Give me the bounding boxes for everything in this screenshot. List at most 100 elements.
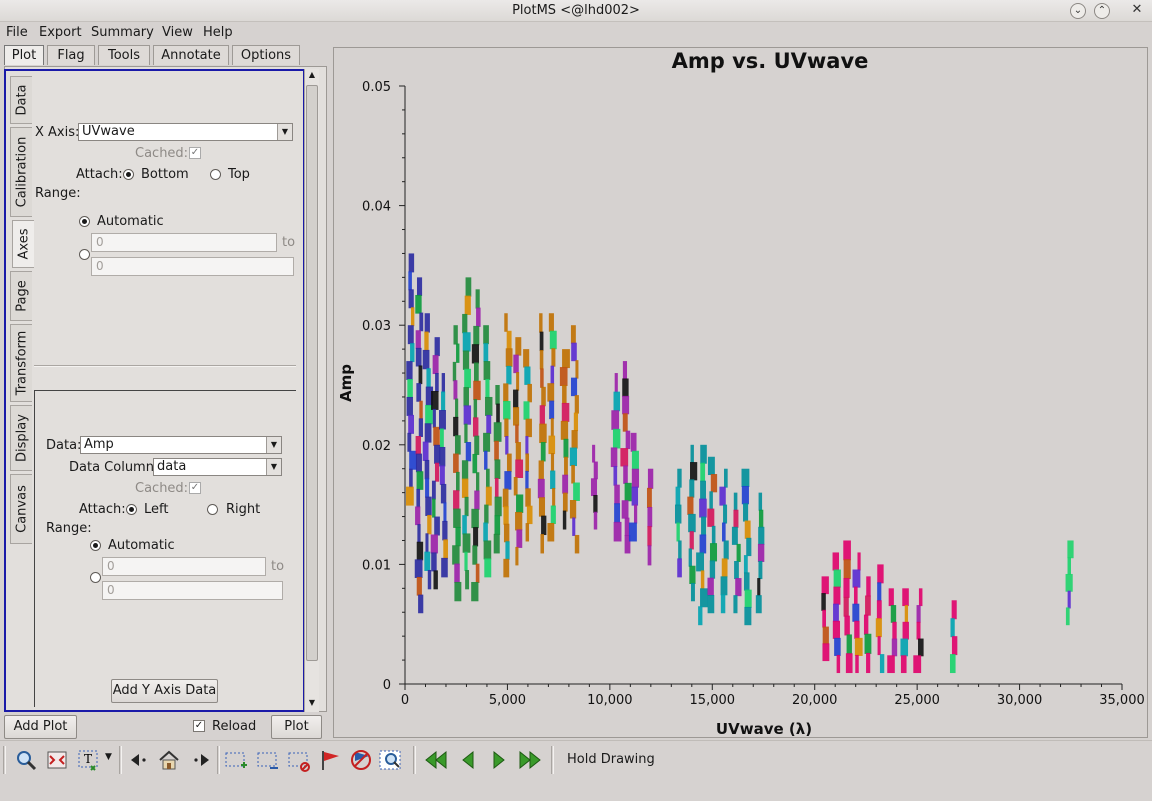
- next-icon[interactable]: [189, 748, 213, 772]
- annotate-text-icon[interactable]: T: [77, 748, 101, 772]
- close-button[interactable]: ✕: [1131, 2, 1143, 17]
- scrollbar-thumb[interactable]: [306, 85, 318, 661]
- y-data-select[interactable]: Amp ▼: [80, 436, 282, 454]
- data-point: [476, 307, 481, 327]
- y-axis-title: Amp: [337, 364, 355, 402]
- data-point: [821, 576, 829, 595]
- data-point: [502, 488, 509, 508]
- minimize-button[interactable]: ⌄: [1070, 3, 1086, 19]
- data-point: [539, 405, 545, 425]
- home-icon[interactable]: [157, 748, 181, 772]
- y-column-select[interactable]: data ▼: [153, 458, 282, 476]
- y-cached-checkbox[interactable]: ✓: [189, 482, 201, 494]
- first-iteration-icon[interactable]: [424, 748, 448, 772]
- tab-data[interactable]: Data: [10, 76, 32, 124]
- data-point: [743, 503, 749, 522]
- y-automatic-radio[interactable]: [90, 540, 101, 551]
- tab-tools[interactable]: Tools: [98, 45, 150, 65]
- data-point: [425, 478, 430, 498]
- data-point: [575, 360, 579, 379]
- panel-scrollbar[interactable]: ▲ ▼: [304, 69, 319, 712]
- data-point: [461, 478, 469, 498]
- data-point: [548, 435, 556, 455]
- x-cached-checkbox[interactable]: ✓: [189, 147, 201, 159]
- data-point: [677, 468, 682, 488]
- y-column-select-value: data: [157, 459, 187, 474]
- data-point: [424, 551, 431, 571]
- tab-annotate[interactable]: Annotate: [153, 45, 229, 65]
- unflag-icon[interactable]: [349, 748, 373, 772]
- data-point: [539, 331, 544, 352]
- tab-flag[interactable]: Flag: [47, 45, 95, 65]
- data-point: [832, 620, 841, 639]
- tab-plot[interactable]: Plot: [4, 45, 44, 65]
- y-attach-right-radio[interactable]: [207, 504, 218, 515]
- x-range-from-field[interactable]: 0: [91, 233, 277, 252]
- y-tick-label: 0.02: [362, 439, 391, 454]
- menu-view[interactable]: View: [162, 25, 193, 40]
- locate-icon[interactable]: [379, 748, 403, 772]
- menu-summary[interactable]: Summary: [91, 25, 154, 40]
- y-range-to-field[interactable]: 0: [102, 581, 283, 600]
- amp-vs-uvwave-chart[interactable]: Amp vs. UVwave UVwave (λ) Amp 00.010.020…: [334, 48, 1147, 737]
- data-point: [834, 637, 841, 656]
- chevron-down-icon[interactable]: ▼: [105, 752, 112, 762]
- data-point: [505, 436, 509, 455]
- data-point: [483, 540, 492, 560]
- hold-drawing-label[interactable]: Hold Drawing: [567, 752, 655, 767]
- data-point: [701, 516, 707, 536]
- data-point: [525, 436, 529, 455]
- tab-display[interactable]: Display: [10, 405, 32, 471]
- x-attach-top-radio[interactable]: [210, 169, 221, 180]
- x-attach-bottom-radio[interactable]: [123, 169, 134, 180]
- zoom-icon[interactable]: [14, 748, 38, 772]
- data-point: [611, 410, 620, 430]
- plot-button[interactable]: Plot: [271, 715, 322, 739]
- tab-transform[interactable]: Transform: [10, 324, 32, 402]
- menu-export[interactable]: Export: [39, 25, 82, 40]
- maximize-button[interactable]: ⌃: [1094, 3, 1110, 19]
- clear-regions-icon[interactable]: [287, 748, 311, 772]
- previous-icon[interactable]: [127, 748, 151, 772]
- x-manual-radio[interactable]: [79, 249, 90, 260]
- menu-help[interactable]: Help: [203, 25, 233, 40]
- x-automatic-radio[interactable]: [79, 216, 90, 227]
- reload-checkbox[interactable]: ✓: [193, 720, 205, 732]
- data-point: [483, 522, 488, 542]
- menu-file[interactable]: File: [6, 25, 28, 40]
- y-manual-radio[interactable]: [90, 572, 101, 583]
- data-point: [525, 523, 530, 542]
- last-iteration-icon[interactable]: [518, 748, 542, 772]
- data-point: [513, 389, 519, 409]
- data-point: [950, 618, 955, 638]
- next-iteration-icon[interactable]: [487, 748, 511, 772]
- data-point: [631, 486, 639, 506]
- data-point: [494, 515, 501, 535]
- add-plot-button[interactable]: Add Plot: [4, 715, 77, 739]
- subtract-region-icon[interactable]: [256, 748, 280, 772]
- data-point: [951, 636, 958, 656]
- tab-options[interactable]: Options: [232, 45, 300, 65]
- x-range-to-field[interactable]: 0: [91, 257, 294, 276]
- scroll-up-icon[interactable]: ▲: [308, 70, 316, 79]
- tab-canvas[interactable]: Canvas: [10, 474, 32, 544]
- y-attach-left-radio[interactable]: [126, 504, 137, 515]
- chevron-down-icon: ▼: [266, 459, 281, 475]
- mark-region-icon[interactable]: [224, 748, 248, 772]
- data-point: [435, 373, 439, 392]
- data-point: [473, 325, 480, 346]
- data-point: [550, 453, 555, 472]
- add-y-axis-data-button[interactable]: Add Y Axis Data: [111, 679, 218, 703]
- data-point: [503, 383, 509, 402]
- tab-page[interactable]: Page: [10, 271, 32, 321]
- previous-iteration-icon[interactable]: [456, 748, 480, 772]
- tab-axes[interactable]: Axes: [12, 220, 34, 268]
- flag-icon[interactable]: [319, 748, 343, 772]
- pan-icon[interactable]: [45, 748, 69, 772]
- tab-calibration[interactable]: Calibration: [10, 127, 32, 217]
- scroll-down-icon[interactable]: ▼: [308, 698, 316, 707]
- data-point: [516, 372, 520, 391]
- y-range-from-field[interactable]: 0: [102, 557, 266, 576]
- x-axis-select[interactable]: UVwave ▼: [78, 123, 293, 141]
- data-point: [464, 423, 468, 443]
